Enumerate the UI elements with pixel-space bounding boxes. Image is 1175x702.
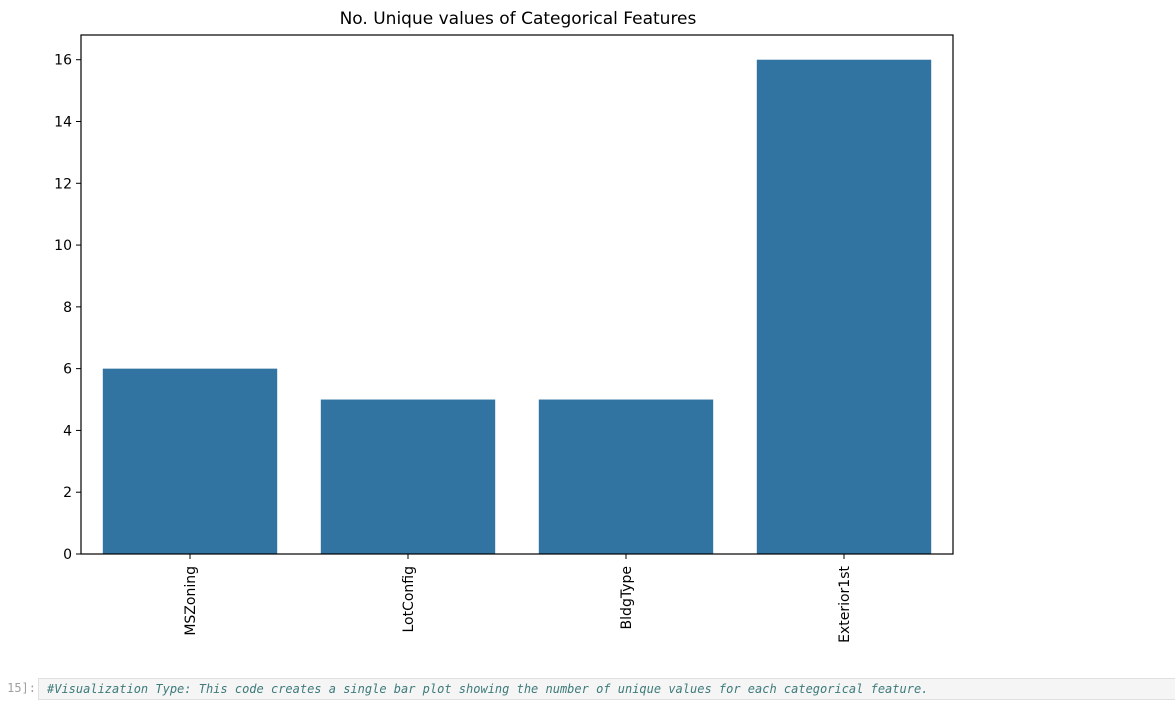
x-tick-label: BldgType: [619, 566, 635, 629]
y-tick-label: 6: [63, 362, 72, 378]
bar-mszoning: [102, 368, 278, 554]
y-tick-label: 14: [54, 115, 72, 131]
x-tick-label: LotConfig: [401, 566, 417, 633]
bar-exterior1st: [756, 59, 932, 554]
notebook-cell: 15]: #Visualization Type: This code crea…: [0, 675, 1175, 702]
y-tick-label: 8: [63, 300, 72, 316]
x-tick-label: MSZoning: [183, 566, 199, 636]
y-tick-label: 16: [54, 53, 72, 69]
bar-chart: No. Unique values of Categorical Feature…: [54, 9, 954, 643]
y-tick-label: 2: [63, 485, 72, 501]
x-tick-label: Exterior1st: [837, 565, 853, 642]
bar-lotconfig: [320, 399, 496, 554]
bar-bldgtype: [538, 399, 714, 554]
y-tick-label: 4: [63, 423, 72, 439]
code-cell-input[interactable]: #Visualization Type: This code creates a…: [38, 678, 1175, 700]
chart-title: No. Unique values of Categorical Feature…: [340, 9, 697, 29]
y-tick-label: 10: [54, 238, 72, 254]
cell-prompt: 15]:: [7, 681, 36, 695]
y-tick-label: 0: [63, 547, 72, 563]
plot-frame: [80, 34, 954, 555]
y-tick-label: 12: [54, 176, 72, 192]
